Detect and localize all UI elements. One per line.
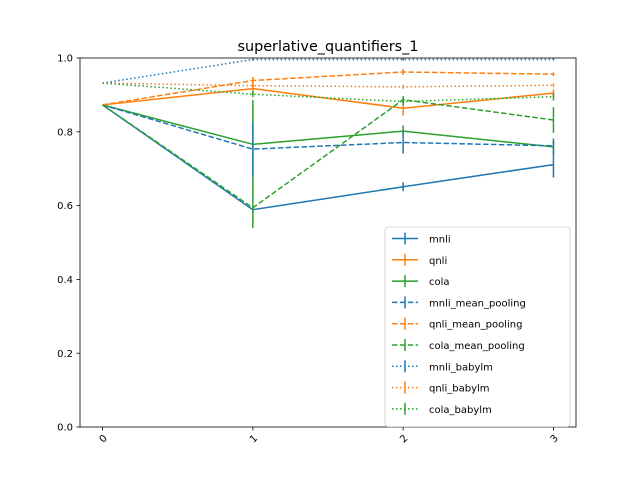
legend: mnli qnli cola mnli_mean_pooling qnli_mean_p… [384, 226, 571, 428]
legend-item: qnli_mean_pooling [392, 317, 522, 331]
legend-label: cola [429, 277, 450, 288]
series-line-qnli_mean_pooling [102, 71, 554, 106]
legend-item: mnli_mean_pooling [392, 296, 526, 309]
legend-label: cola_babylm [429, 405, 492, 416]
legend-label: qnli [429, 256, 447, 267]
series-line-mnli_babylm [102, 58, 554, 84]
series-line-cola_mean_pooling [102, 98, 554, 209]
legend-label: qnli_mean_pooling [429, 320, 522, 331]
y-tick-label: 0.2 [57, 349, 73, 360]
y-axis: 0.0 0.2 0.4 0.6 0.8 1.0 [57, 54, 80, 434]
legend-item: qnli_babylm [392, 381, 490, 395]
y-tick-label: 1.0 [57, 54, 73, 65]
y-tick-label: 0.0 [57, 423, 73, 434]
series-line-mnli [102, 104, 554, 211]
legend-item: mnli_babylm [392, 360, 493, 373]
series-line-cola_babylm [102, 82, 554, 103]
legend-item: cola [392, 275, 450, 288]
series-line-cola [102, 104, 554, 148]
series-mnli_mean_pooling [102, 104, 555, 177]
series-cola_babylm [102, 82, 555, 106]
series-mnli_babylm [102, 58, 555, 84]
legend-label: mnli_mean_pooling [429, 298, 526, 309]
chart-title: superlative_quantifiers_1 [237, 39, 418, 55]
y-tick-label: 0.8 [57, 127, 73, 138]
legend-item: qnli [392, 253, 447, 267]
series-qnli_mean_pooling [102, 69, 555, 106]
legend-item: mnli [392, 232, 451, 246]
legend-label: cola_mean_pooling [429, 341, 525, 352]
legend-label: mnli_babylm [429, 362, 493, 373]
plot-area [102, 58, 555, 229]
axes-frame [79, 57, 577, 428]
legend-label: mnli [429, 235, 451, 246]
y-tick-label: 0.4 [57, 275, 73, 286]
legend-item: cola_mean_pooling [392, 339, 525, 352]
legend-frame [384, 226, 571, 428]
y-tick-label: 0.6 [57, 201, 73, 212]
series-qnli_babylm [102, 82, 555, 89]
legend-label: qnli_babylm [429, 384, 490, 395]
series-line-mnli_mean_pooling [102, 104, 554, 150]
legend-item: cola_babylm [392, 402, 492, 416]
series-line-qnli [102, 87, 554, 109]
